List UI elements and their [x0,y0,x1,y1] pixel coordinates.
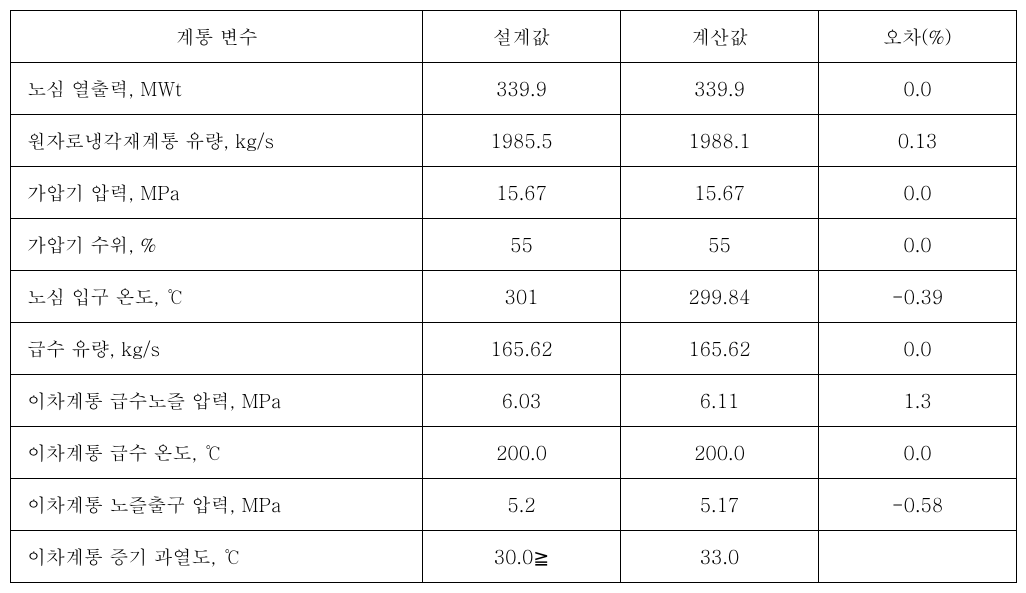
row-calc: 200.0 [621,427,819,479]
row-error: -0.39 [819,271,1017,323]
row-label: 급수 유량, kg/s [11,323,423,375]
row-design: 30.0≧ [423,531,621,583]
row-error: -0.58 [819,479,1017,531]
table-row: 노심 열출력, MWt 339.9 339.9 0.0 [11,63,1017,115]
row-calc: 6.11 [621,375,819,427]
table-row: 급수 유량, kg/s 165.62 165.62 0.0 [11,323,1017,375]
table-body: 노심 열출력, MWt 339.9 339.9 0.0 원자로냉각재계통 유량,… [11,63,1017,583]
row-design: 5.2 [423,479,621,531]
row-calc: 165.62 [621,323,819,375]
header-error: 오차(%) [819,11,1017,63]
table-row: 가압기 수위, % 55 55 0.0 [11,219,1017,271]
row-error: 1.3 [819,375,1017,427]
row-label: 가압기 수위, % [11,219,423,271]
row-label: 이차계통 급수 온도, ℃ [11,427,423,479]
row-design: 200.0 [423,427,621,479]
row-label: 원자로냉각재계통 유량, kg/s [11,115,423,167]
row-calc: 1988.1 [621,115,819,167]
row-error: 0.13 [819,115,1017,167]
row-label: 이차계통 급수노즐 압력, MPa [11,375,423,427]
row-calc: 33.0 [621,531,819,583]
table-header-row: 계통 변수 설계값 계산값 오차(%) [11,11,1017,63]
header-design-value: 설계값 [423,11,621,63]
header-calc-value: 계산값 [621,11,819,63]
row-error: 0.0 [819,323,1017,375]
row-design: 301 [423,271,621,323]
row-label: 이차계통 증기 과열도, ℃ [11,531,423,583]
table-row: 이차계통 급수 온도, ℃ 200.0 200.0 0.0 [11,427,1017,479]
table-row: 이차계통 증기 과열도, ℃ 30.0≧ 33.0 [11,531,1017,583]
row-calc: 339.9 [621,63,819,115]
row-design: 55 [423,219,621,271]
header-variable: 계통 변수 [11,11,423,63]
table-row: 가압기 압력, MPa 15.67 15.67 0.0 [11,167,1017,219]
row-calc: 5.17 [621,479,819,531]
row-label: 노심 입구 온도, ℃ [11,271,423,323]
system-parameter-table: 계통 변수 설계값 계산값 오차(%) 노심 열출력, MWt 339.9 33… [10,10,1017,583]
row-label: 가압기 압력, MPa [11,167,423,219]
row-calc: 55 [621,219,819,271]
row-error: 0.0 [819,167,1017,219]
table-row: 이차계통 노즐출구 압력, MPa 5.2 5.17 -0.58 [11,479,1017,531]
row-label: 노심 열출력, MWt [11,63,423,115]
row-calc: 15.67 [621,167,819,219]
row-error [819,531,1017,583]
row-error: 0.0 [819,427,1017,479]
row-calc: 299.84 [621,271,819,323]
row-design: 6.03 [423,375,621,427]
row-design: 339.9 [423,63,621,115]
row-error: 0.0 [819,63,1017,115]
row-label: 이차계통 노즐출구 압력, MPa [11,479,423,531]
row-error: 0.0 [819,219,1017,271]
row-design: 1985.5 [423,115,621,167]
table-row: 노심 입구 온도, ℃ 301 299.84 -0.39 [11,271,1017,323]
row-design: 165.62 [423,323,621,375]
table-row: 원자로냉각재계통 유량, kg/s 1985.5 1988.1 0.13 [11,115,1017,167]
table-row: 이차계통 급수노즐 압력, MPa 6.03 6.11 1.3 [11,375,1017,427]
row-design: 15.67 [423,167,621,219]
